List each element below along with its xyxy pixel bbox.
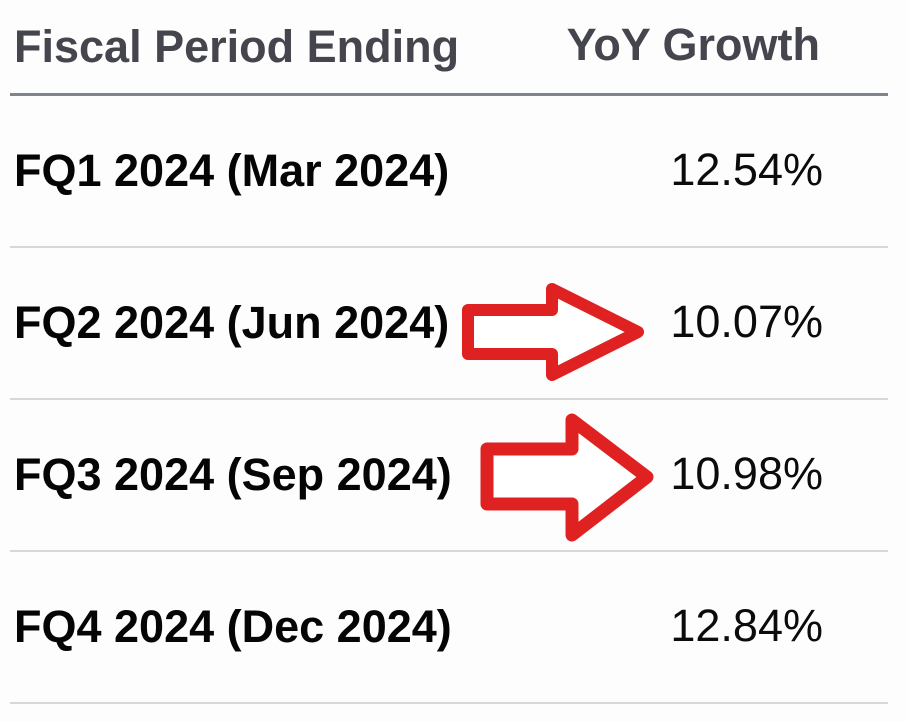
table-row: FQ3 2024 (Sep 2024) 10.98% xyxy=(10,400,888,552)
column-header-fiscal-period: Fiscal Period Ending xyxy=(14,20,460,72)
fiscal-period-label: FQ2 2024 (Jun 2024) xyxy=(14,297,450,348)
yoy-growth-value: 12.54% xyxy=(670,143,823,195)
table-row: FQ4 2024 (Dec 2024) 12.84% xyxy=(10,552,888,704)
yoy-growth-value: 10.98% xyxy=(670,447,823,499)
table-header-row: Fiscal Period Ending YoY Growth xyxy=(10,0,888,96)
fiscal-period-label: FQ1 2024 (Mar 2024) xyxy=(14,145,450,196)
fiscal-growth-table: Fiscal Period Ending YoY Growth FQ1 2024… xyxy=(10,0,888,704)
fiscal-period-label: FQ3 2024 (Sep 2024) xyxy=(14,449,452,500)
red-block-arrow-right-icon xyxy=(462,280,645,384)
yoy-growth-value: 12.84% xyxy=(670,599,823,651)
table-row: FQ2 2024 (Jun 2024) 10.07% xyxy=(10,248,888,400)
column-header-yoy-growth: YoY Growth xyxy=(566,18,820,70)
fiscal-period-label: FQ4 2024 (Dec 2024) xyxy=(14,601,452,652)
table-row: FQ1 2024 (Mar 2024) 12.54% xyxy=(10,96,888,248)
red-block-arrow-right-icon xyxy=(480,410,655,545)
yoy-growth-value: 10.07% xyxy=(670,295,823,347)
